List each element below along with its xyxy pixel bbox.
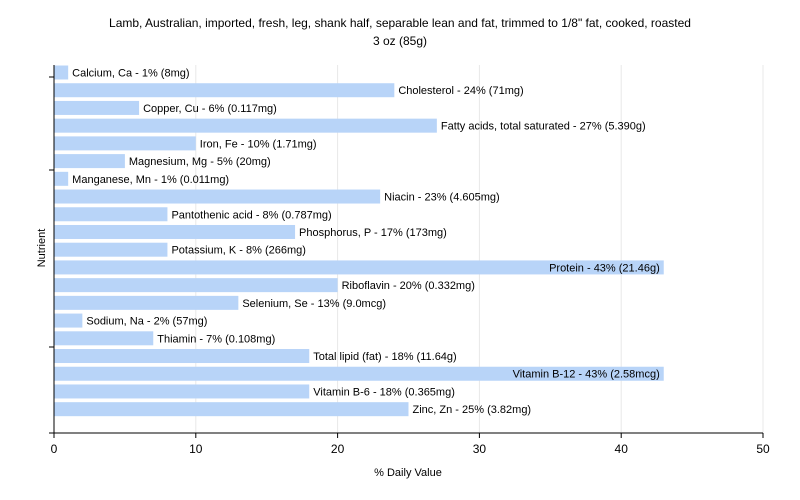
bar bbox=[54, 207, 168, 222]
x-tick-label: 40 bbox=[615, 442, 629, 456]
bar-label: Copper, Cu - 6% (0.117mg) bbox=[143, 103, 277, 115]
bar bbox=[54, 349, 310, 364]
bar-label: Vitamin B-6 - 18% (0.365mg) bbox=[313, 386, 455, 398]
x-axis-title: % Daily Value bbox=[374, 467, 442, 479]
bar-label: Selenium, Se - 13% (9.0mcg) bbox=[242, 298, 386, 310]
x-ticks-group: 0 10 20 30 40 50 bbox=[51, 433, 770, 456]
bar bbox=[54, 171, 69, 186]
bar bbox=[54, 331, 154, 346]
bar bbox=[54, 118, 437, 133]
x-tick-label: 30 bbox=[473, 442, 487, 456]
bar-label: Iron, Fe - 10% (1.71mg) bbox=[200, 138, 317, 150]
bar bbox=[54, 154, 125, 169]
bar bbox=[54, 384, 310, 399]
bar-label: Niacin - 23% (4.605mg) bbox=[384, 192, 500, 204]
bar bbox=[54, 313, 83, 328]
bar-label: Zinc, Zn - 25% (3.82mg) bbox=[413, 404, 532, 416]
y-axis-title: Nutrient bbox=[36, 229, 48, 268]
bar-label: Magnesium, Mg - 5% (20mg) bbox=[129, 156, 271, 168]
bar bbox=[54, 260, 664, 275]
bar-label: Manganese, Mn - 1% (0.011mg) bbox=[72, 174, 229, 186]
bar bbox=[54, 295, 239, 310]
bar-label: Pantothenic acid - 8% (0.787mg) bbox=[171, 209, 331, 221]
x-tick-label: 50 bbox=[756, 442, 770, 456]
x-tick-label: 10 bbox=[189, 442, 203, 456]
bar-label: Fatty acids, total saturated - 27% (5.39… bbox=[441, 121, 646, 133]
bar bbox=[54, 224, 296, 239]
bar-label: Total lipid (fat) - 18% (11.64g) bbox=[313, 351, 456, 363]
bar bbox=[54, 100, 140, 115]
x-tick-label: 0 bbox=[51, 442, 58, 456]
chart-title-line-2: 3 oz (85g) bbox=[373, 34, 427, 48]
bar bbox=[54, 242, 168, 257]
bar-label: Vitamin B-12 - 43% (2.58mcg) bbox=[513, 369, 660, 381]
bar bbox=[54, 83, 395, 98]
bar-label: Cholesterol - 24% (71mg) bbox=[398, 85, 523, 97]
bar bbox=[54, 136, 196, 151]
bar-label: Thiamin - 7% (0.108mg) bbox=[157, 333, 275, 345]
bar-label: Potassium, K - 8% (266mg) bbox=[171, 245, 306, 257]
chart-title-line-1: Lamb, Australian, imported, fresh, leg, … bbox=[109, 16, 691, 30]
bars-group: Calcium, Ca - 1% (8mg) Cholesterol - 24% … bbox=[54, 65, 664, 417]
bar bbox=[54, 366, 664, 381]
axes-group bbox=[49, 65, 763, 434]
bar bbox=[54, 278, 338, 293]
bar-label: Calcium, Ca - 1% (8mg) bbox=[72, 68, 189, 80]
bar bbox=[54, 189, 381, 204]
bar bbox=[54, 65, 69, 80]
bar-label: Sodium, Na - 2% (57mg) bbox=[86, 316, 207, 328]
bar-label: Protein - 43% (21.46g) bbox=[549, 262, 660, 274]
x-tick-label: 20 bbox=[331, 442, 345, 456]
bar-label: Phosphorus, P - 17% (173mg) bbox=[299, 227, 447, 239]
bar-label: Riboflavin - 20% (0.332mg) bbox=[342, 280, 475, 292]
bar bbox=[54, 402, 409, 417]
